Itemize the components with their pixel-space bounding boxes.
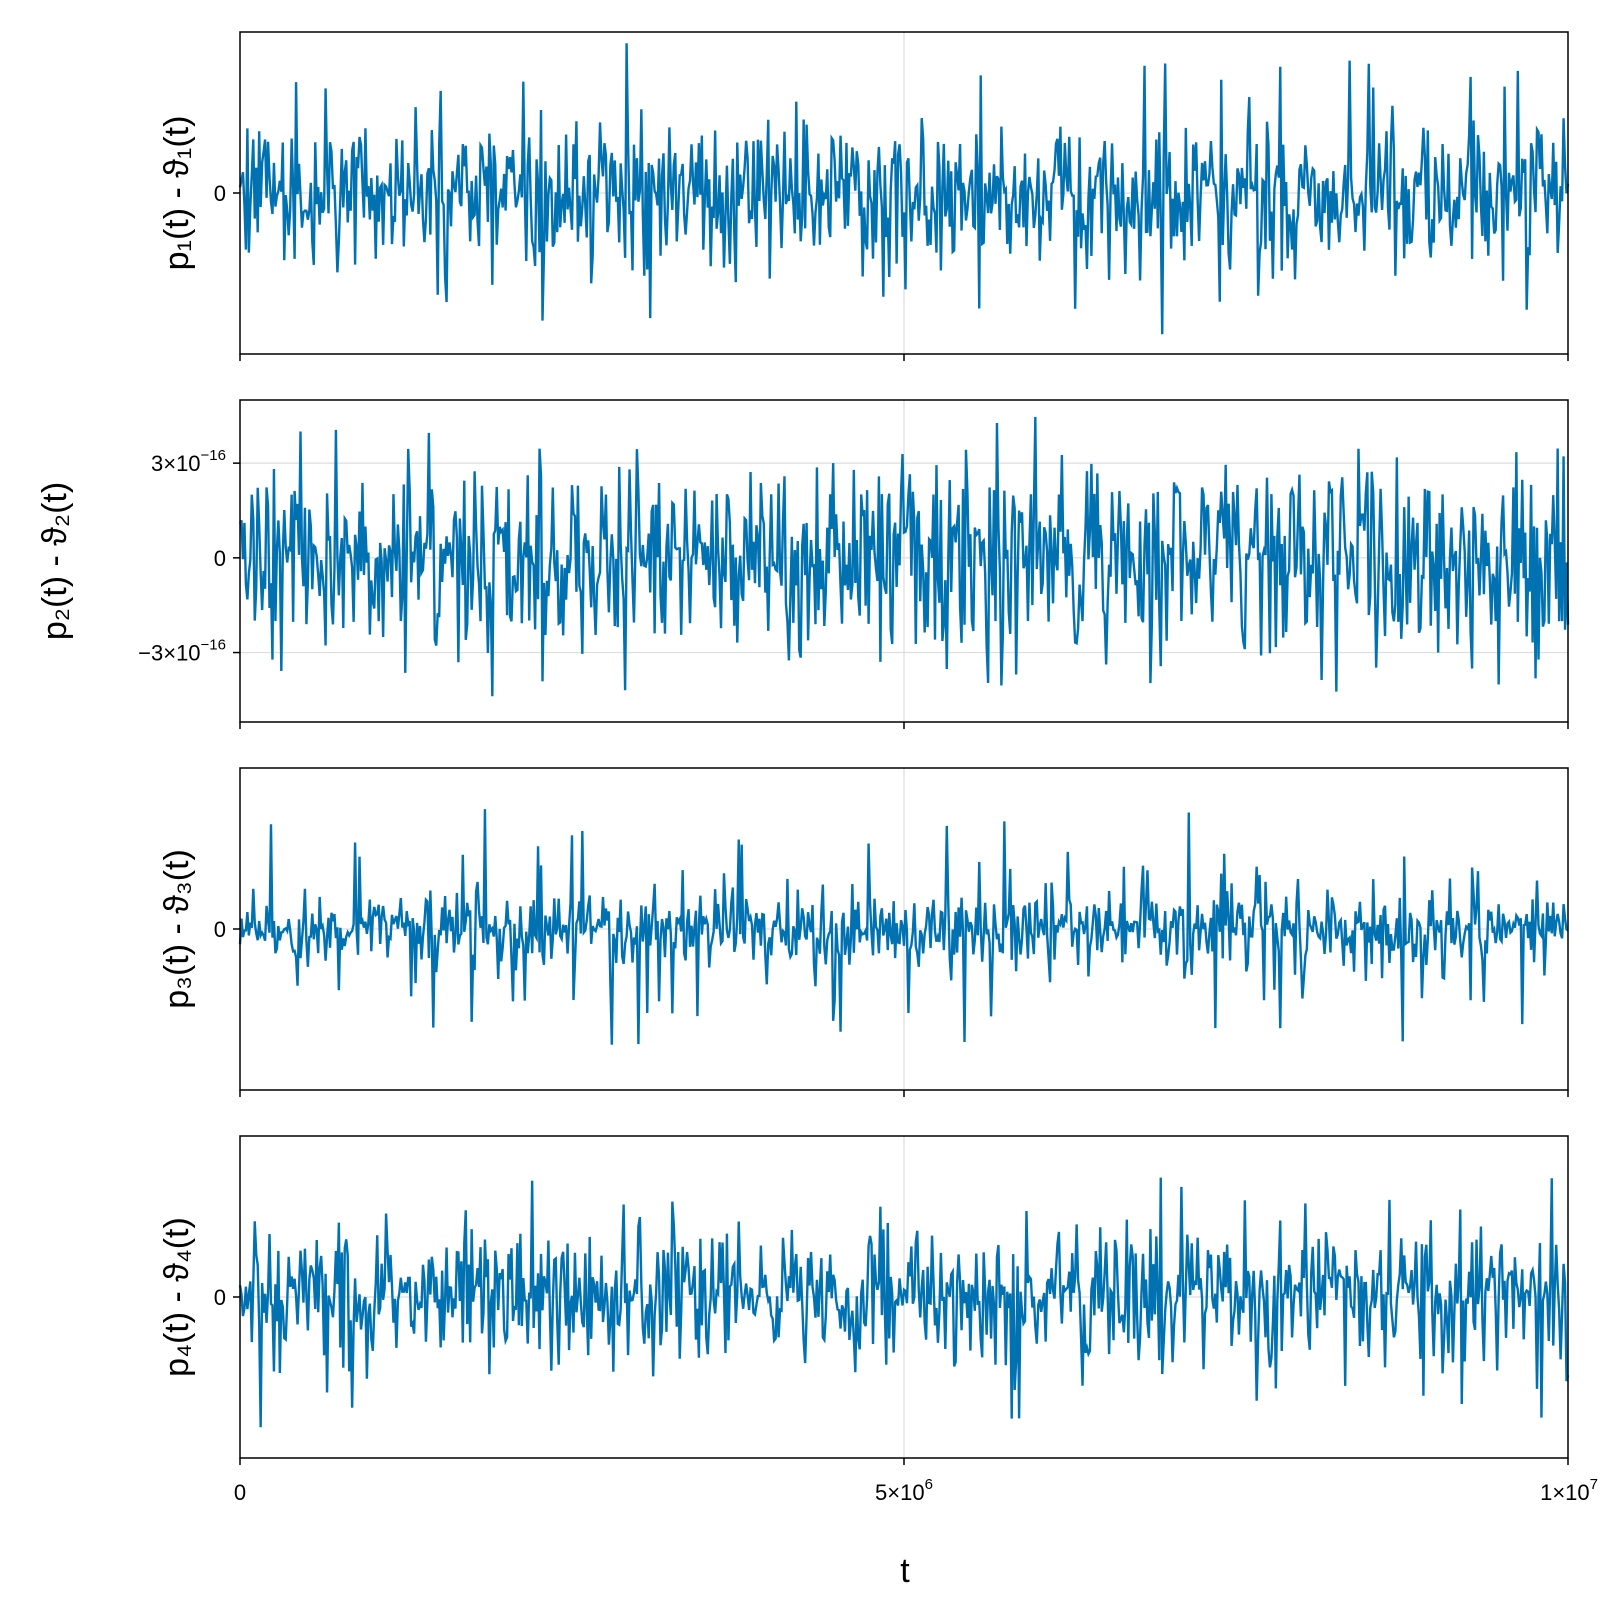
- panel-1: 0 p₁(t) - ϑ₁(t): [158, 31, 1570, 361]
- y-tick-label: 0: [214, 1285, 226, 1310]
- x-tick-label: 5×106: [875, 1476, 933, 1505]
- y-axis-label: p₄(t) - ϑ₄(t): [158, 1217, 196, 1377]
- y-tick-label: 0: [214, 917, 226, 942]
- panel-2: 3×10−16 0 −3×10−16 p₂(t) - ϑ₂(t): [36, 399, 1570, 729]
- panels: 0 p₁(t) - ϑ₁(t) 3×10−16 0 −3×10−16 p₂(t) - ϑ₂…: [36, 31, 1570, 1465]
- x-axis-label: t: [900, 1552, 910, 1590]
- series-line: [238, 43, 1570, 335]
- y-axis-label: p₂(t) - ϑ₂(t): [36, 482, 74, 640]
- y-tick-label: 0: [214, 546, 226, 571]
- y-axis-label: p₁(t) - ϑ₁(t): [158, 116, 196, 271]
- x-tick-label: 1×107: [1540, 1476, 1598, 1505]
- y-tick-label: −3×10−16: [138, 637, 226, 666]
- y-tick-label: 3×10−16: [151, 447, 226, 476]
- series-line: [238, 1177, 1570, 1428]
- x-tick-label: 0: [234, 1480, 246, 1505]
- series-line: [238, 809, 1569, 1045]
- series-line: [238, 416, 1570, 697]
- panel-3: 0 p₃(t) - ϑ₃(t): [158, 767, 1569, 1097]
- x-axis-tick-labels: 0 5×106 1×107: [234, 1476, 1598, 1505]
- panel-4: 0 p₄(t) - ϑ₄(t): [158, 1135, 1570, 1465]
- y-tick-label: 0: [214, 181, 226, 206]
- y-axis-label: p₃(t) - ϑ₃(t): [158, 849, 196, 1009]
